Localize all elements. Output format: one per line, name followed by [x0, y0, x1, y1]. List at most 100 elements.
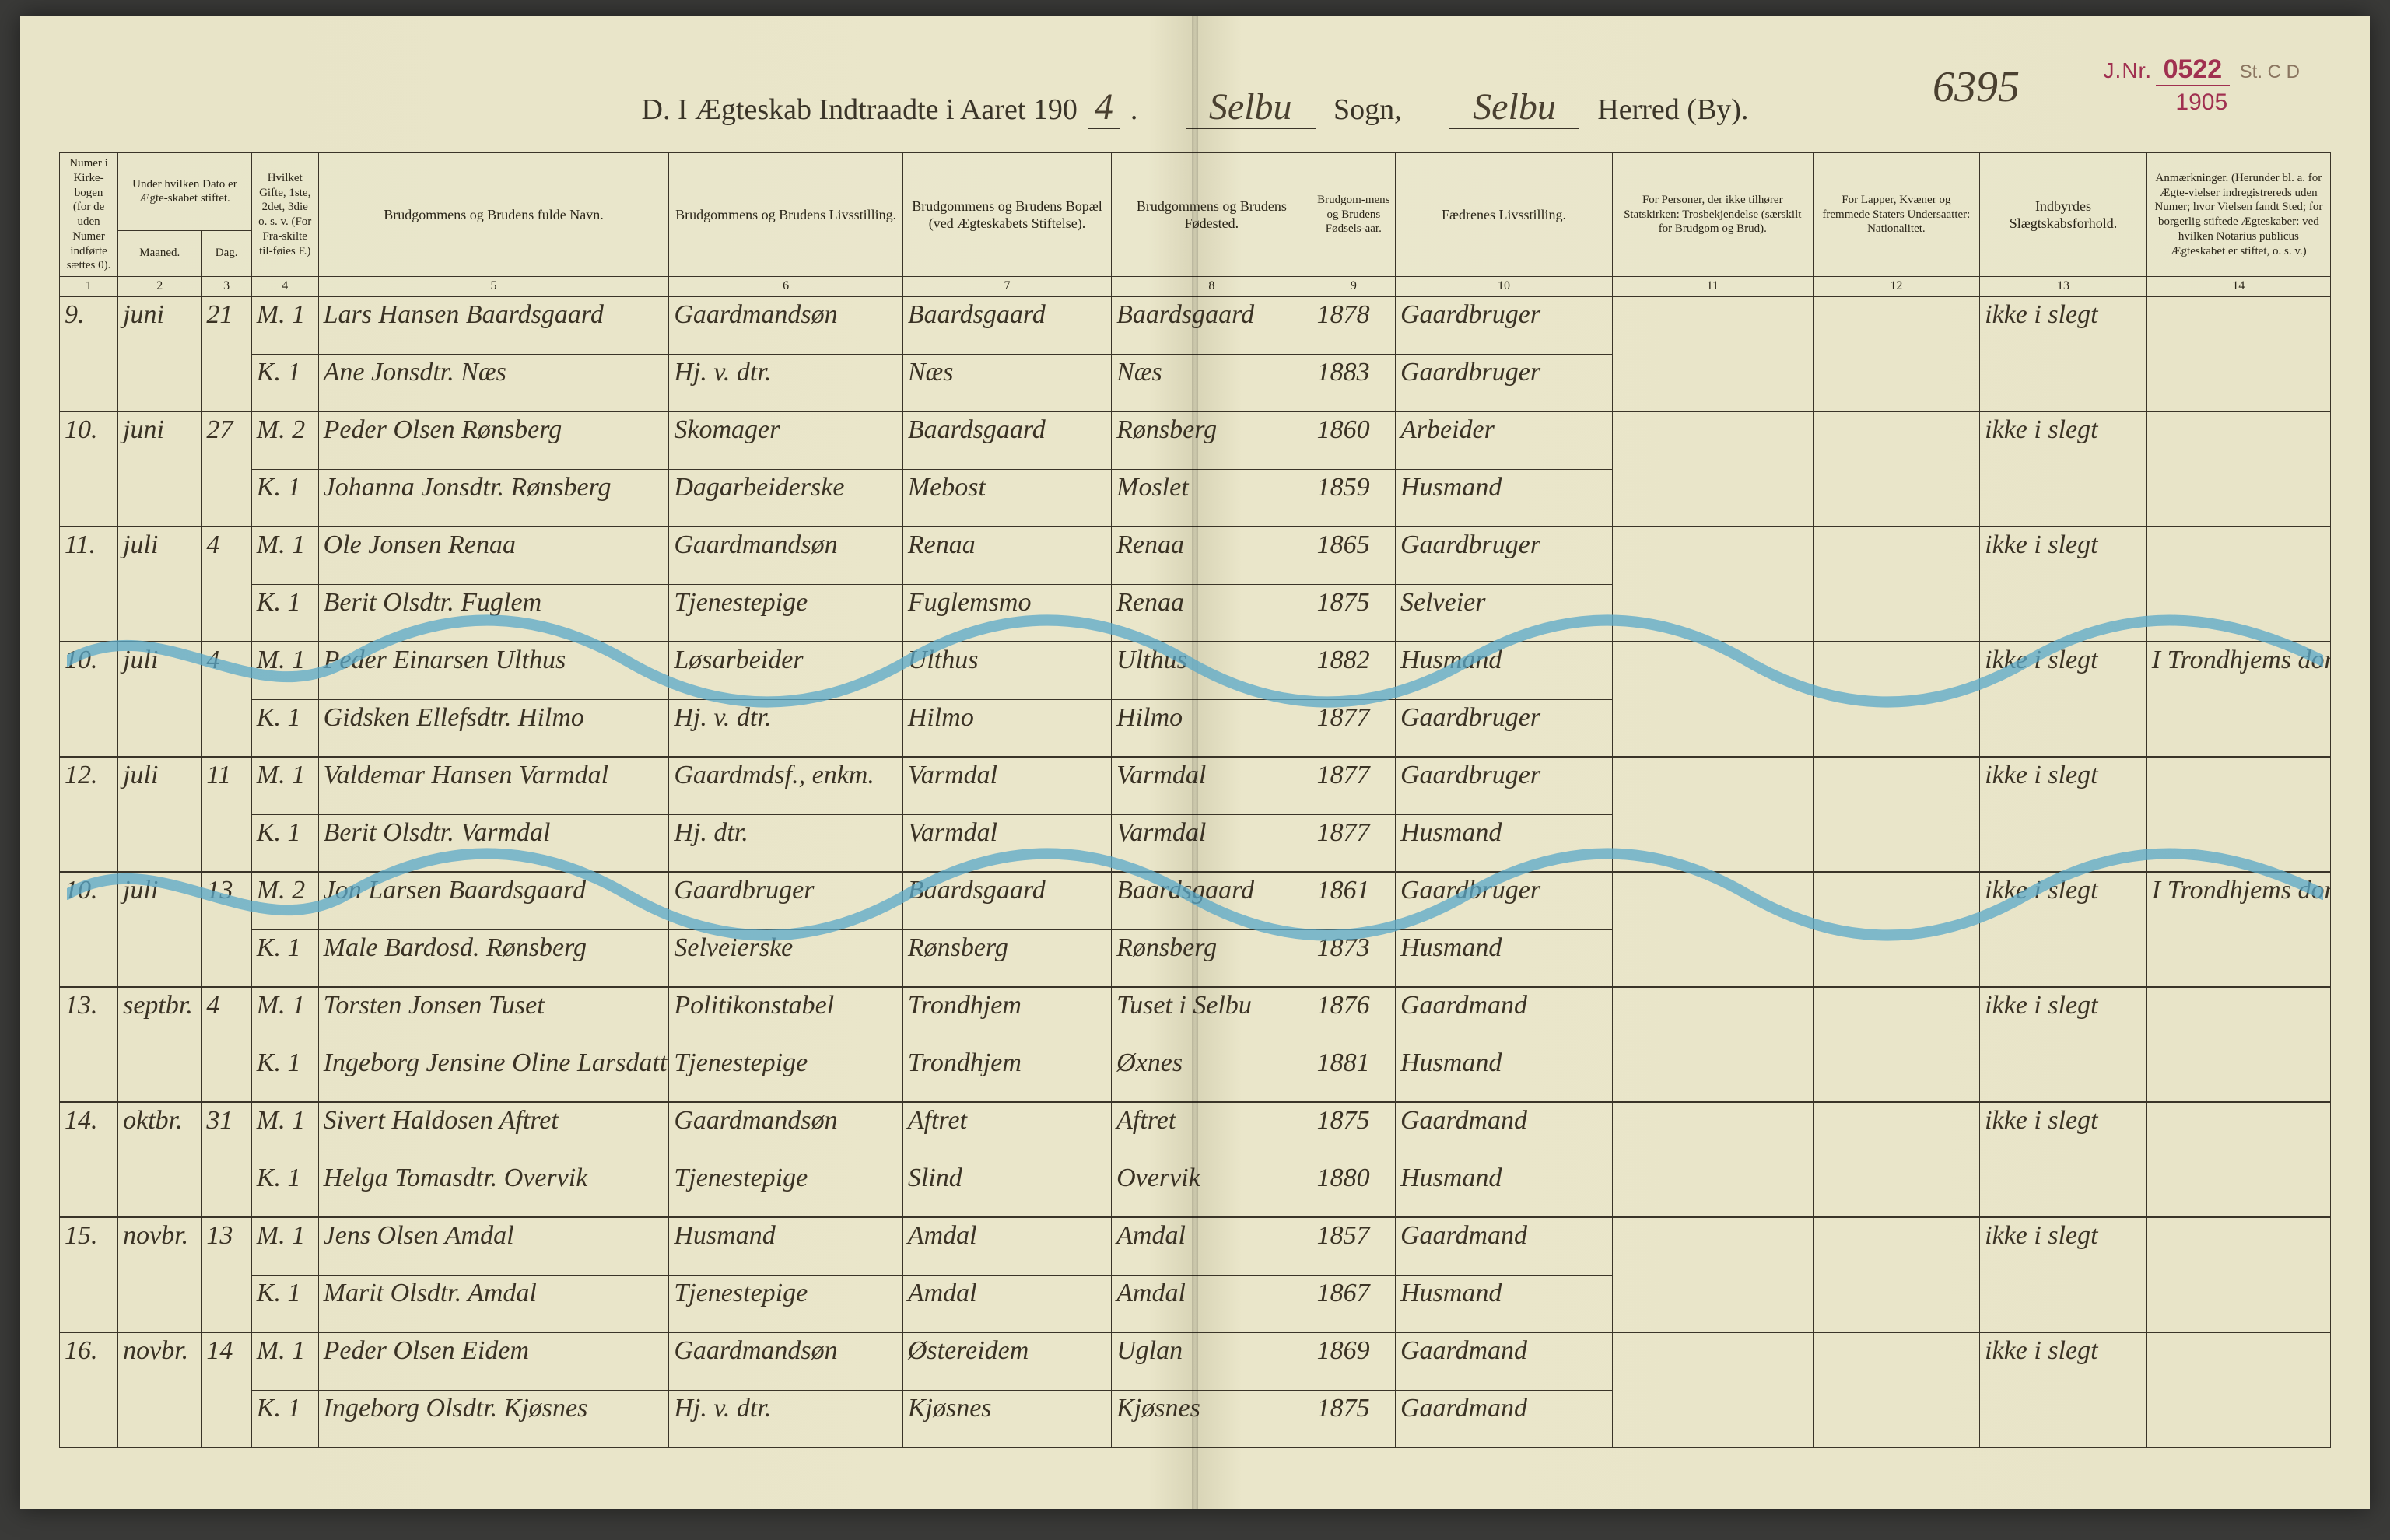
groom-occ: Politikonstabel: [669, 987, 902, 1045]
bride-father: Husmand: [1395, 1045, 1612, 1102]
bride-res: Slind: [902, 1160, 1111, 1217]
bride-occ: Tjenestepige: [669, 1160, 902, 1217]
bride-year: 1883: [1312, 354, 1395, 411]
nationality: [1813, 757, 1980, 872]
groom-father: Arbeider: [1395, 411, 1612, 469]
entry-number: 10.: [60, 411, 118, 527]
title-year-digit: 4: [1088, 86, 1120, 129]
bride-occ: Tjenestepige: [669, 1275, 902, 1332]
nationality: [1813, 872, 1980, 987]
kinship: ikke i slegt: [1980, 1217, 2147, 1332]
col-13: Indbyrdes Slægtskabsforhold.: [1980, 153, 2147, 277]
groom-res: Amdal: [902, 1217, 1111, 1275]
groom-birthplace: Aftret: [1112, 1102, 1312, 1160]
remarks: [2146, 987, 2330, 1102]
entry-number: 16.: [60, 1332, 118, 1447]
groom-name: Lars Hansen Baardsgaard: [318, 296, 669, 354]
groom-birthplace: Renaa: [1112, 527, 1312, 584]
journal-stamp: J.Nr. 0522 St. C D 1905: [2104, 54, 2300, 116]
groom-res: Renaa: [902, 527, 1111, 584]
bride-mk: K. 1: [251, 584, 318, 642]
entry-number: 14.: [60, 1102, 118, 1217]
groom-mk: M. 1: [251, 987, 318, 1045]
entry-month: oktbr.: [118, 1102, 202, 1217]
groom-mk: M. 1: [251, 757, 318, 814]
bride-name: Helga Tomasdtr. Overvik: [318, 1160, 669, 1217]
groom-res: Baardsgaard: [902, 872, 1111, 929]
groom-occ: Gaardbruger: [669, 872, 902, 929]
entry-day: 13: [202, 872, 251, 987]
groom-name: Peder Olsen Rønsberg: [318, 411, 669, 469]
bride-father: Gaardbruger: [1395, 354, 1612, 411]
bride-year: 1873: [1312, 929, 1395, 987]
bride-res: Varmdal: [902, 814, 1111, 872]
bride-res: Trondhjem: [902, 1045, 1111, 1102]
groom-mk: M. 1: [251, 296, 318, 354]
groom-occ: Gaardmandsøn: [669, 527, 902, 584]
groom-father: Gaardbruger: [1395, 872, 1612, 929]
bride-year: 1859: [1312, 469, 1395, 527]
kinship: ikke i slegt: [1980, 987, 2147, 1102]
groom-mk: M. 1: [251, 642, 318, 699]
bride-mk: K. 1: [251, 1275, 318, 1332]
bride-birthplace: Øxnes: [1112, 1045, 1312, 1102]
entry-month: juli: [118, 642, 202, 757]
groom-occ: Gaardmandsøn: [669, 1102, 902, 1160]
entry-number: 10.: [60, 872, 118, 987]
entry-day: 21: [202, 296, 251, 411]
bride-mk: K. 1: [251, 1160, 318, 1217]
nationality: [1813, 642, 1980, 757]
entry-month: juli: [118, 872, 202, 987]
col-8: Brudgommens og Brudens Fødested.: [1112, 153, 1312, 277]
bride-name: Ingeborg Olsdtr. Kjøsnes: [318, 1390, 669, 1447]
groom-birthplace: Ulthus: [1112, 642, 1312, 699]
groom-occ: Gaardmandsøn: [669, 1332, 902, 1390]
col-14: Anmærkninger. (Herunder bl. a. for Ægte-…: [2146, 153, 2330, 277]
bride-name: Berit Olsdtr. Fuglem: [318, 584, 669, 642]
entry-month: juni: [118, 411, 202, 527]
bride-occ: Selveierske: [669, 929, 902, 987]
entry-number: 13.: [60, 987, 118, 1102]
nationality: [1813, 527, 1980, 642]
remarks: [2146, 1102, 2330, 1217]
groom-occ: Løsarbeider: [669, 642, 902, 699]
kinship: ikke i slegt: [1980, 1332, 2147, 1447]
bride-year: 1877: [1312, 699, 1395, 757]
bride-father: Husmand: [1395, 1275, 1612, 1332]
bride-father: Husmand: [1395, 929, 1612, 987]
entry-day: 31: [202, 1102, 251, 1217]
bride-mk: K. 1: [251, 354, 318, 411]
bride-mk: K. 1: [251, 1045, 318, 1102]
bride-res: Amdal: [902, 1275, 1111, 1332]
entry-number: 11.: [60, 527, 118, 642]
bride-res: Hilmo: [902, 699, 1111, 757]
herred-label: Herred (By).: [1597, 93, 1748, 126]
groom-mk: M. 1: [251, 1217, 318, 1275]
groom-name: Peder Einarsen Ulthus: [318, 642, 669, 699]
remarks: I Trondhjems domkirke.: [2146, 642, 2330, 757]
bride-year: 1875: [1312, 1390, 1395, 1447]
groom-year: 1875: [1312, 1102, 1395, 1160]
entry-month: juli: [118, 757, 202, 872]
bride-name: Gidsken Ellefsdtr. Hilmo: [318, 699, 669, 757]
entry-number: 15.: [60, 1217, 118, 1332]
kinship: ikke i slegt: [1980, 642, 2147, 757]
confession: [1613, 1102, 1814, 1217]
groom-father: Gaardbruger: [1395, 296, 1612, 354]
entry-day: 13: [202, 1217, 251, 1332]
groom-mk: M. 1: [251, 527, 318, 584]
sogn-label: Sogn,: [1333, 93, 1402, 126]
groom-year: 1861: [1312, 872, 1395, 929]
col-2-day: Dag.: [202, 230, 251, 276]
bride-occ: Hj. v. dtr.: [669, 354, 902, 411]
entry-number: 10.: [60, 642, 118, 757]
bride-name: Berit Olsdtr. Varmdal: [318, 814, 669, 872]
entry-number: 12.: [60, 757, 118, 872]
bride-birthplace: Rønsberg: [1112, 929, 1312, 987]
col-1: Numer i Kirke-bogen (for de uden Numer i…: [60, 153, 118, 277]
entry-day: 4: [202, 642, 251, 757]
bride-occ: Hj. v. dtr.: [669, 699, 902, 757]
col-2: Under hvilken Dato er Ægte-skabet stifte…: [118, 153, 252, 231]
bride-res: Rønsberg: [902, 929, 1111, 987]
entry-day: 4: [202, 987, 251, 1102]
